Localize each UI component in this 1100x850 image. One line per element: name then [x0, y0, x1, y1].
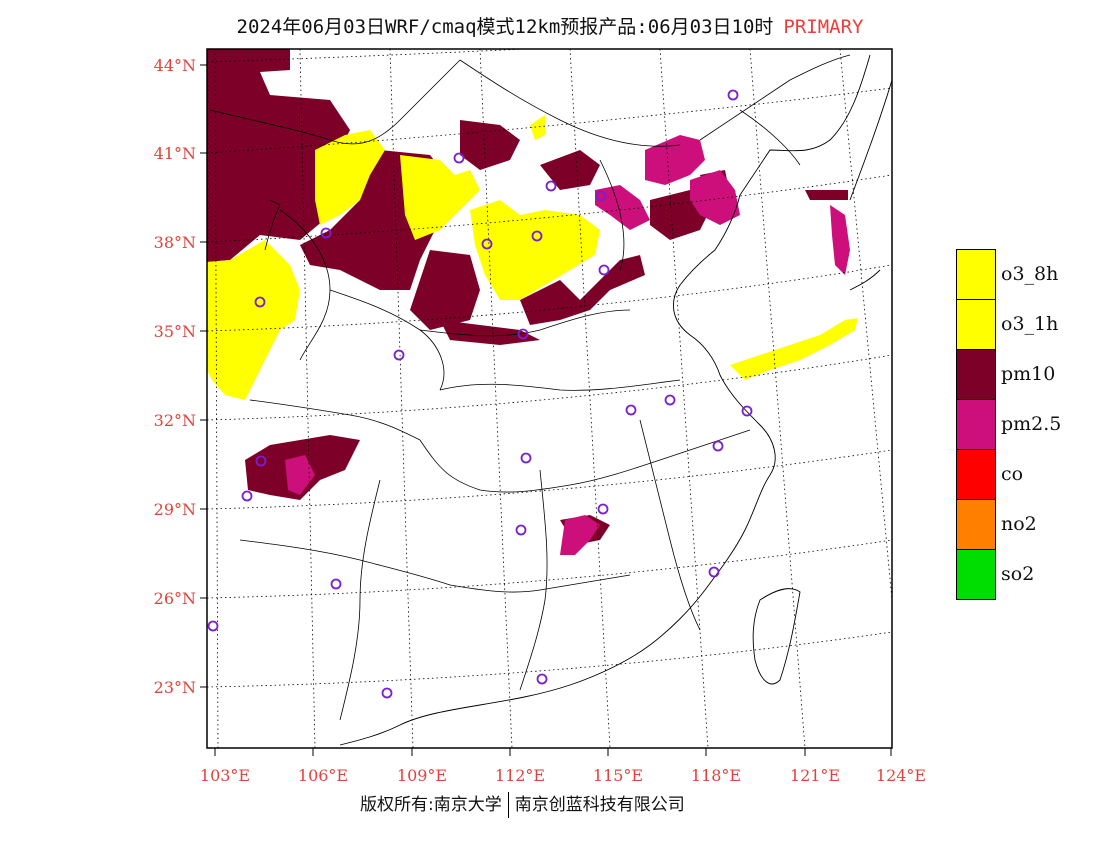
latitude-labels: 44°N 41°N 38°N 35°N 32°N 29°N 26°N 23°N — [154, 56, 196, 697]
longitude-labels: 103°E 106°E 109°E 112°E 115°E 118°E 121°… — [200, 766, 926, 785]
legend-swatch — [956, 549, 996, 600]
lon-label: 121°E — [790, 766, 840, 785]
station-markers — [207, 89, 753, 699]
copyright-left: 版权所有:南京大学 — [360, 795, 502, 815]
legend-swatch — [956, 449, 996, 500]
lat-label: 35°N — [154, 322, 196, 341]
lon-label: 112°E — [495, 766, 545, 785]
legend-label: no2 — [1001, 513, 1037, 535]
title-text: 2024年06月03日WRF/cmaq模式12km预报产品:06月03日10时 — [236, 16, 774, 38]
legend-swatch — [956, 249, 996, 300]
graticule — [207, 49, 892, 748]
lon-label: 106°E — [298, 766, 348, 785]
legend-swatch — [956, 399, 996, 450]
legend-label: co — [1001, 463, 1024, 485]
o3-region — [207, 115, 858, 400]
lat-label: 38°N — [154, 233, 196, 252]
axis-ticks — [200, 64, 892, 756]
lat-label: 26°N — [154, 589, 196, 608]
lat-label: 44°N — [154, 56, 196, 75]
copyright-footer: 版权所有:南京大学 南京创蓝科技有限公司 — [360, 790, 685, 818]
map-content — [207, 49, 892, 748]
legend-swatch — [956, 349, 996, 400]
map-title: 2024年06月03日WRF/cmaq模式12km预报产品:06月03日10时 P… — [0, 12, 1100, 39]
lat-label: 41°N — [154, 144, 196, 163]
legend-swatch — [956, 499, 996, 550]
lon-label: 124°E — [876, 766, 926, 785]
legend-label: so2 — [1001, 563, 1035, 585]
primary-tag: PRIMARY — [783, 16, 864, 38]
lon-label: 118°E — [691, 766, 741, 785]
province-boundaries — [209, 54, 851, 721]
coastline — [339, 54, 892, 746]
legend-label: o3_8h — [1001, 263, 1059, 285]
lat-label: 29°N — [154, 500, 196, 519]
legend-label: o3_1h — [1001, 313, 1059, 335]
legend-label: pm2.5 — [1001, 413, 1062, 435]
lon-label: 109°E — [397, 766, 447, 785]
footer-divider — [507, 792, 509, 818]
copyright-right: 南京创蓝科技有限公司 — [514, 795, 685, 815]
legend-swatch — [956, 299, 996, 350]
legend-label: pm10 — [1001, 363, 1056, 385]
lon-label: 115°E — [593, 766, 643, 785]
lon-label: 103°E — [200, 766, 250, 785]
lat-label: 32°N — [154, 411, 196, 430]
lat-label: 23°N — [154, 678, 196, 697]
pm25-region — [285, 135, 850, 555]
map-frame — [206, 48, 893, 749]
